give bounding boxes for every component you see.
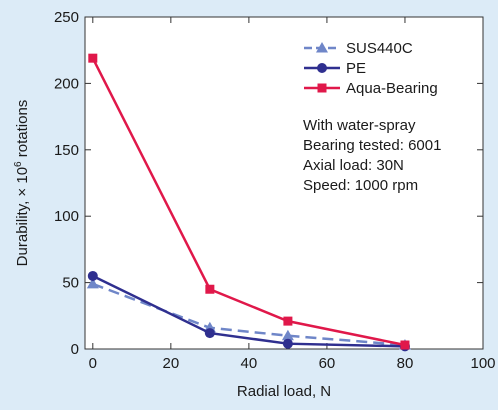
y-axis-label-exponent: 6	[13, 161, 24, 167]
annotation-line: With water-spray	[303, 117, 416, 134]
annotation-line: Speed: 1000 rpm	[303, 177, 418, 194]
series-line-sus440c	[92, 282, 406, 347]
data-point-pe	[282, 338, 293, 349]
series-line-pe	[92, 274, 405, 348]
x-tick-label: 100	[470, 355, 495, 372]
y-tick-label: 200	[54, 75, 79, 92]
x-tick-label: 0	[89, 355, 97, 372]
data-point-sus440c	[281, 329, 294, 341]
y-axis-label: Durability, × 106 rotations	[13, 100, 31, 267]
legend: SUS440C PE Aqua-Bearing	[304, 40, 438, 97]
legend-label-sus440c: SUS440C	[346, 40, 413, 57]
y-tick-label: 0	[71, 341, 79, 358]
x-axis-label: Radial load, N	[237, 383, 331, 400]
y-tick-label: 250	[54, 9, 79, 26]
data-point-pe	[204, 328, 215, 339]
annotation-line: Axial load: 30N	[303, 157, 404, 174]
x-tick-label: 40	[241, 355, 258, 372]
series-layer	[86, 53, 411, 352]
y-tick-label: 100	[54, 208, 79, 225]
x-tick-label: 20	[162, 355, 179, 372]
y-tick-label: 50	[62, 275, 79, 292]
data-point-aqua-bearing	[88, 53, 98, 63]
data-point-aqua-bearing	[400, 340, 410, 350]
plot-area	[84, 16, 484, 350]
x-tick-label: 60	[319, 355, 336, 372]
legend-label-pe: PE	[346, 60, 366, 77]
y-tick-label: 150	[54, 142, 79, 159]
ticks-layer: 0 20 40 60 80 100 0 50 100 150 200 250	[54, 9, 496, 372]
annotation-line: Bearing tested: 6001	[303, 137, 441, 154]
legend-label-aqua-bearing: Aqua-Bearing	[346, 80, 438, 97]
series-line-aqua-bearing	[91, 57, 406, 347]
data-point-pe	[87, 270, 98, 281]
y-axis-label-tail: rotations	[14, 100, 31, 162]
y-axis-label-main: Durability, × 10	[14, 167, 31, 266]
data-point-sus440c	[86, 277, 99, 289]
legend-marker-pe	[317, 63, 327, 73]
data-point-aqua-bearing	[205, 284, 215, 294]
annotation-block: With water-spray Bearing tested: 6001 Axia…	[303, 117, 441, 194]
x-tick-label: 80	[397, 355, 414, 372]
legend-marker-aqua-bearing	[317, 83, 327, 93]
legend-marker-sus440c	[316, 42, 328, 53]
data-point-aqua-bearing	[283, 316, 293, 326]
